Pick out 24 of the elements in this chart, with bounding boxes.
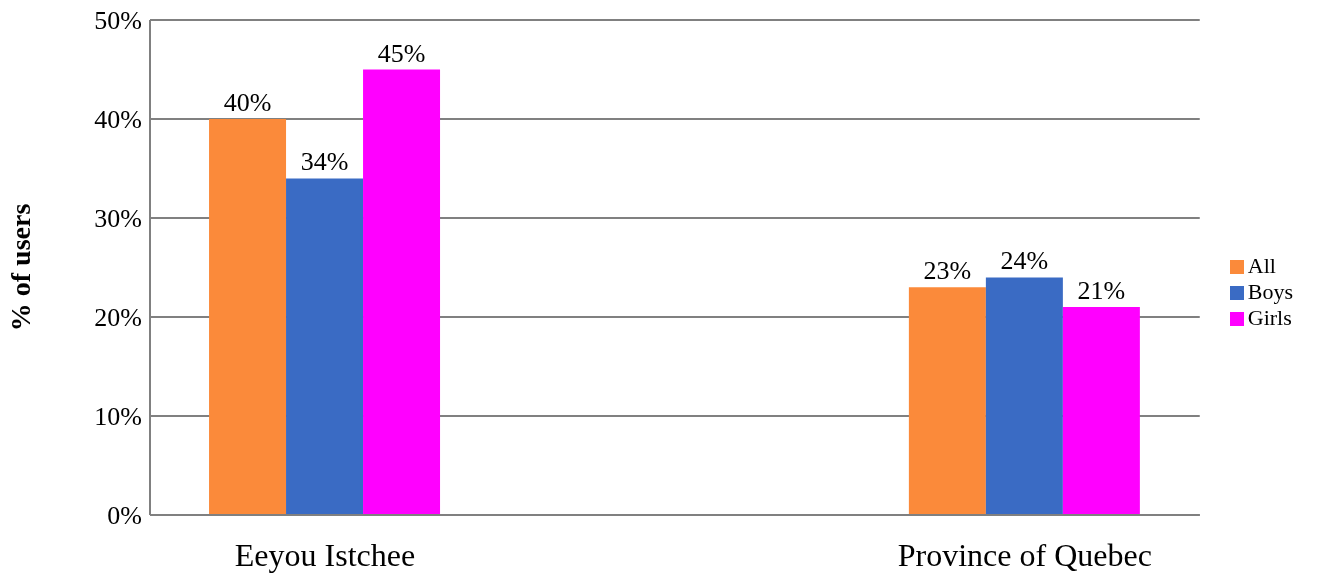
data-label: 23%: [923, 256, 972, 286]
data-label: 24%: [1000, 246, 1049, 276]
y-tick-label: 10%: [94, 402, 142, 432]
legend-label: Girls: [1247, 304, 1292, 330]
data-label: 21%: [1077, 276, 1126, 306]
y-tick-label: 40%: [94, 105, 142, 135]
data-label: 45%: [377, 38, 426, 68]
bar: [363, 69, 441, 515]
bar: [908, 287, 986, 515]
x-tick-label: Province of Quebec: [897, 536, 1152, 573]
bar: [286, 178, 364, 515]
y-tick-label: 50%: [94, 6, 142, 36]
legend-label: All: [1247, 252, 1276, 278]
y-axis-title: % of users: [4, 203, 36, 332]
data-label: 34%: [300, 147, 349, 177]
y-tick-label: 0%: [107, 501, 142, 531]
legend-label: Boys: [1247, 278, 1293, 304]
bar: [1062, 307, 1140, 515]
y-tick-label: 20%: [94, 303, 142, 333]
data-label: 40%: [223, 88, 272, 117]
x-tick-label: Eeyou Istchee: [234, 536, 416, 573]
y-tick-label: 30%: [94, 204, 142, 234]
bar: [985, 277, 1063, 515]
bar: [209, 119, 287, 515]
